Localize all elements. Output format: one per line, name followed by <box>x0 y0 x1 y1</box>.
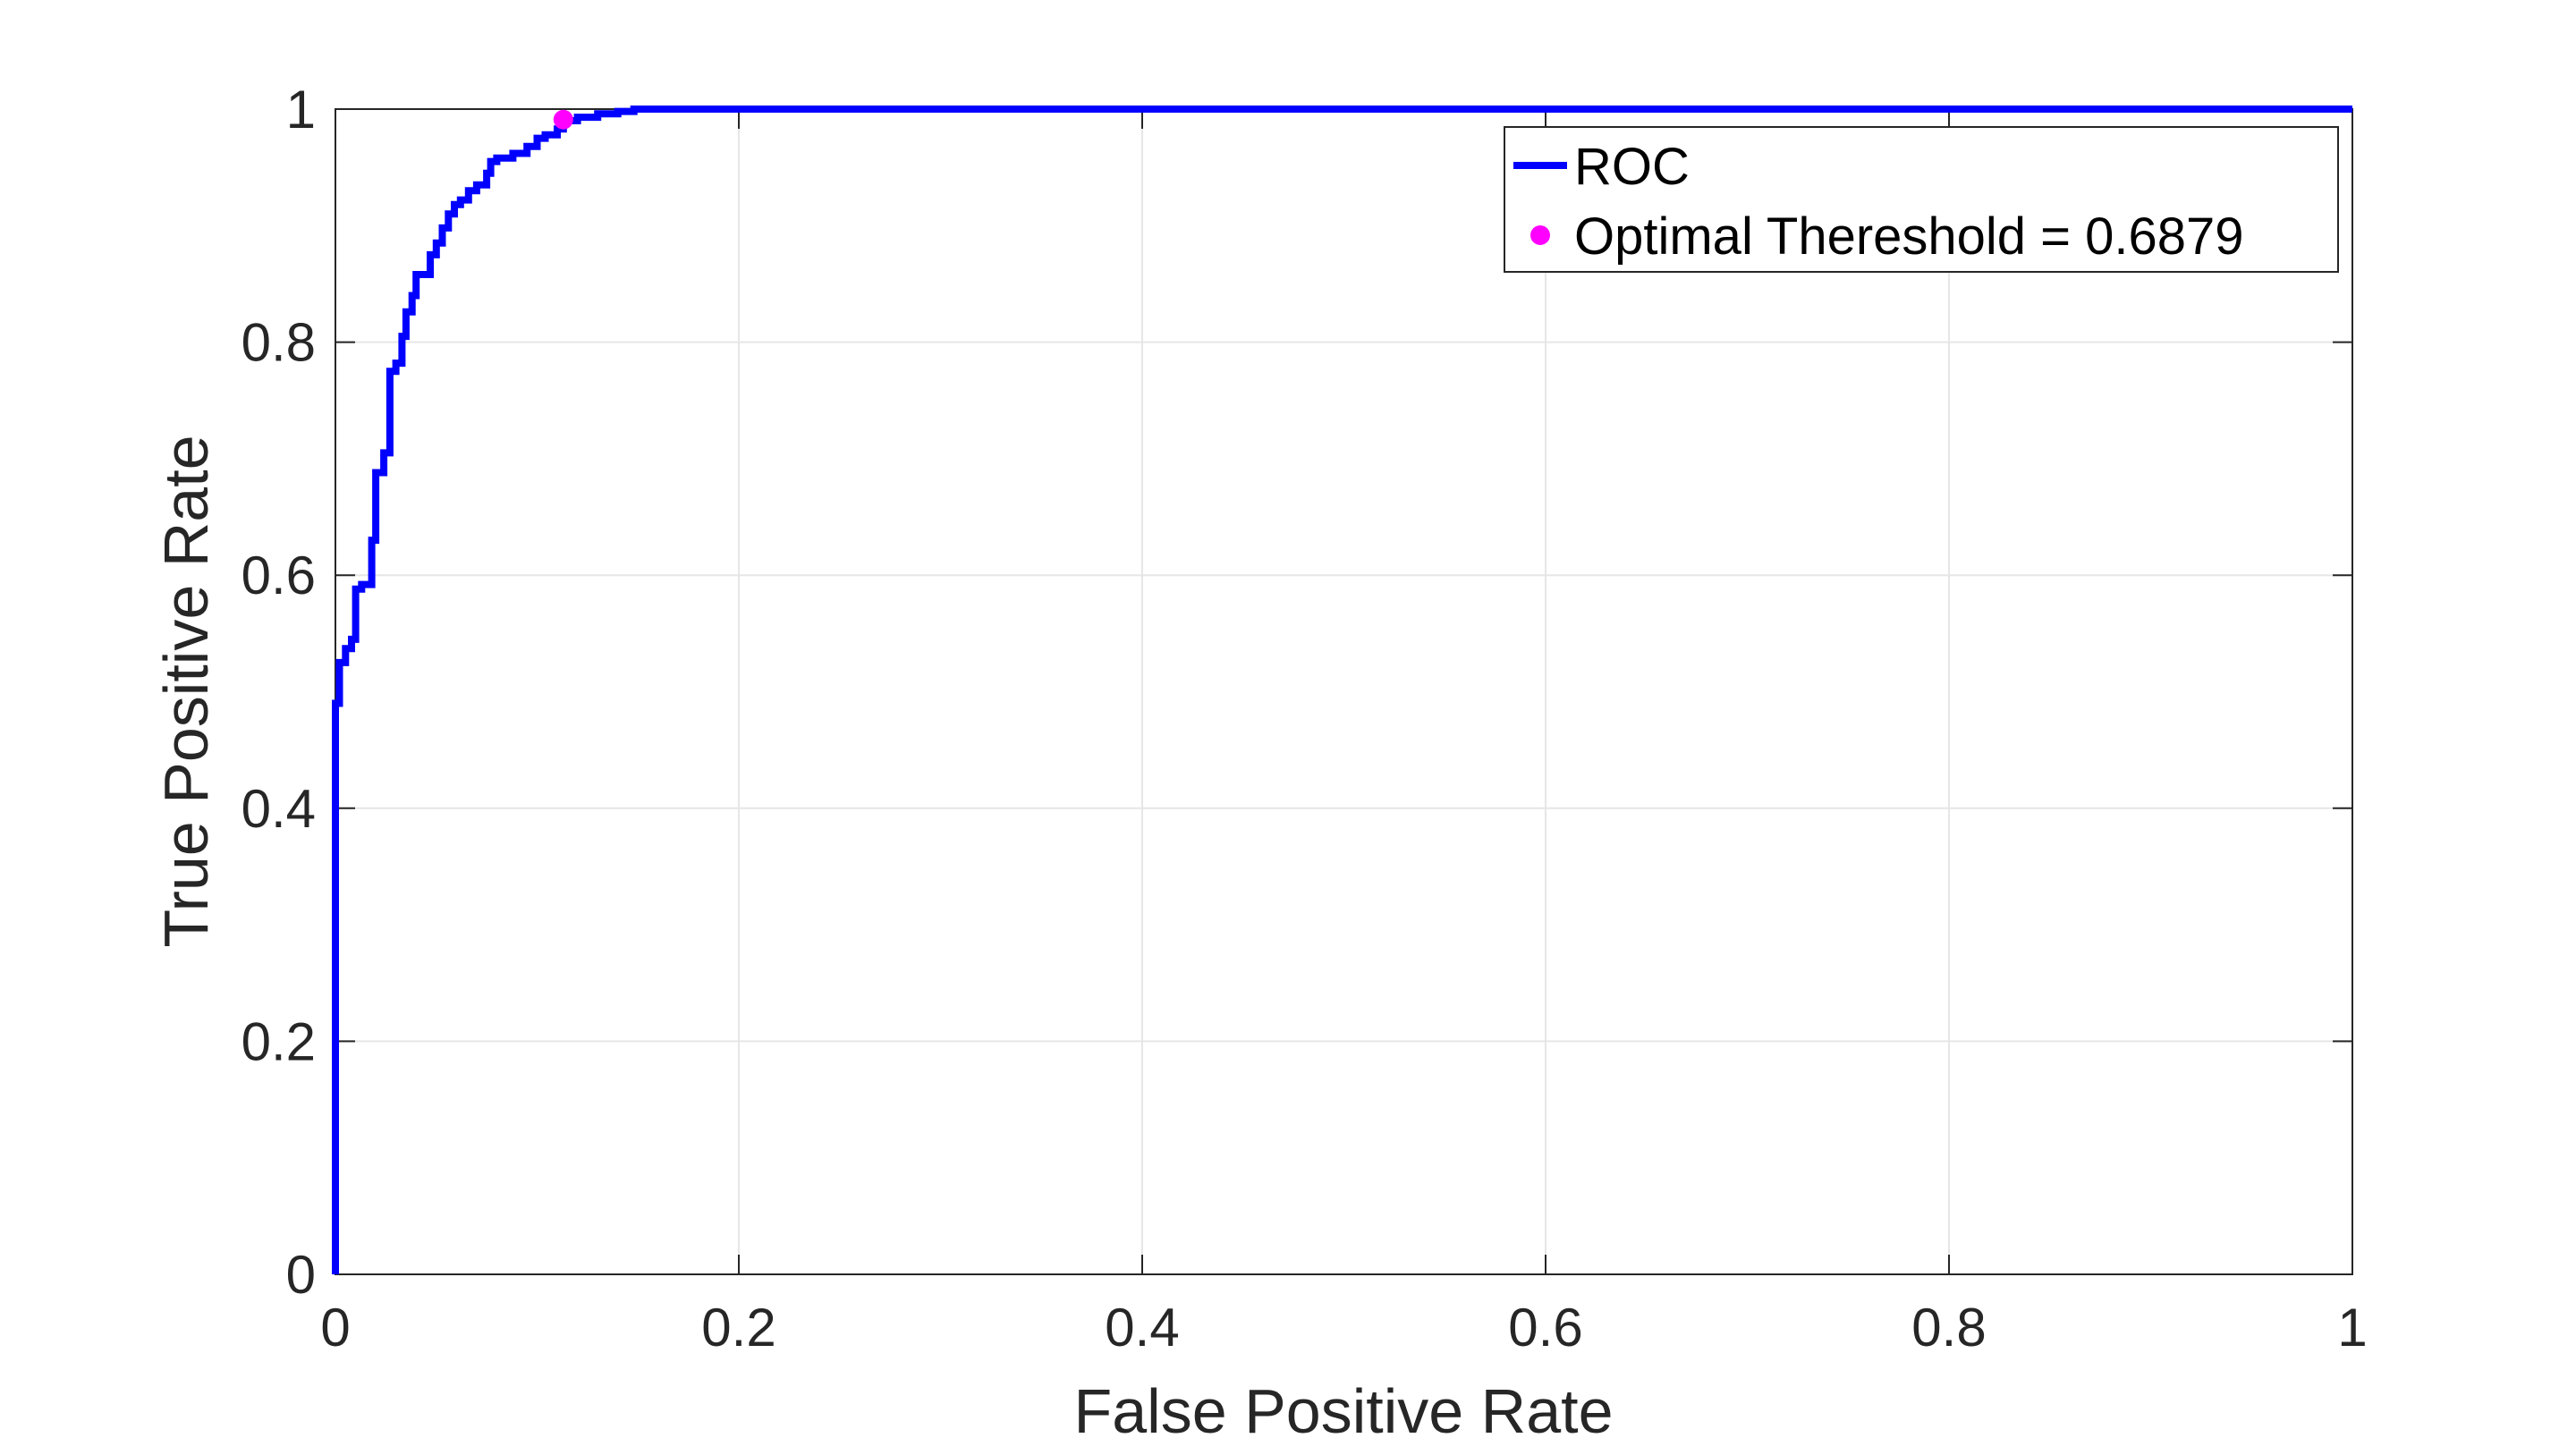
y-tick-label: 0.6 <box>242 546 316 605</box>
x-axis-label: False Positive Rate <box>1073 1376 1613 1438</box>
y-tick-label: 0.8 <box>242 313 316 373</box>
data-series <box>332 106 2352 1274</box>
legend: ROC Optimal Thereshold = 0.6879 <box>1504 126 2339 273</box>
x-tick-label: 0 <box>320 1298 350 1358</box>
x-tick-labels: 0 0.2 0.4 0.6 0.8 1 <box>320 1298 2367 1358</box>
roc-curve-line <box>332 106 2352 1274</box>
y-tick-label: 0.4 <box>242 779 316 839</box>
x-tick-label: 0.6 <box>1508 1298 1582 1358</box>
y-tick-label: 0 <box>286 1245 316 1305</box>
y-tick-label: 0.2 <box>242 1011 316 1071</box>
y-tick-label: 1 <box>286 80 316 140</box>
optimal-threshold-point <box>553 109 573 130</box>
x-tick-label: 0.2 <box>701 1298 775 1358</box>
y-axis-label: True Positive Rate <box>151 435 221 947</box>
legend-threshold-swatch <box>1530 225 1550 245</box>
y-tick-labels: 0 0.2 0.4 0.6 0.8 1 <box>242 80 316 1305</box>
plot-background <box>335 109 2352 1274</box>
legend-box <box>1504 126 2339 273</box>
x-tick-label: 1 <box>2337 1298 2367 1358</box>
legend-roc-label: ROC <box>1574 138 1690 196</box>
legend-threshold-label: Optimal Thereshold = 0.6879 <box>1574 207 2244 266</box>
x-tick-label: 0.4 <box>1105 1298 1179 1358</box>
x-tick-label: 0.8 <box>1911 1298 1986 1358</box>
grid-lines <box>335 109 2352 1274</box>
